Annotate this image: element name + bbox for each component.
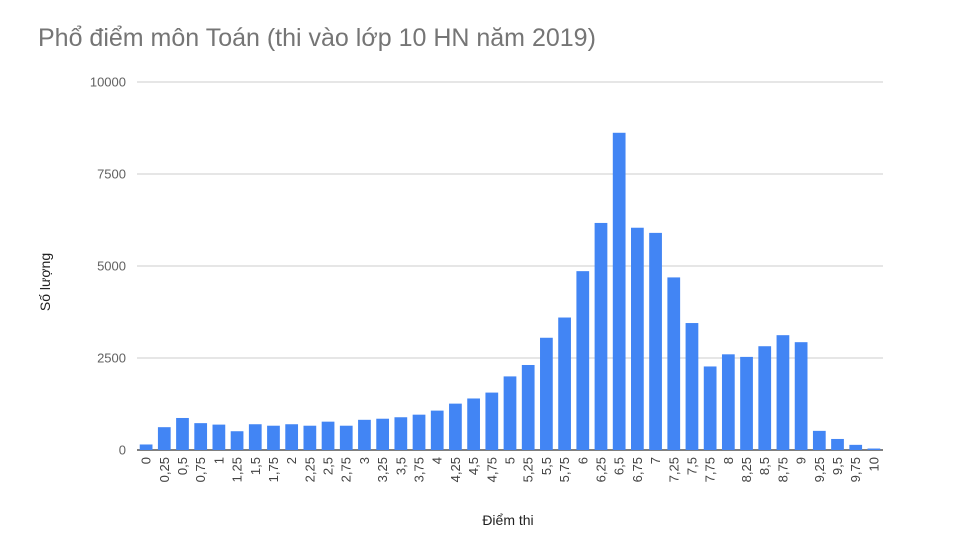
bar [339, 425, 353, 450]
x-tick-label: 2,25 [302, 457, 317, 482]
x-tick-label: 9 [794, 457, 809, 464]
x-tick-label: 8 [721, 457, 736, 464]
x-tick-label: 6,75 [630, 457, 645, 482]
bar [503, 376, 517, 450]
x-tick-label: 0,25 [157, 457, 172, 482]
bar [812, 430, 826, 450]
y-tick-label: 5000 [97, 259, 126, 274]
bar [631, 227, 644, 450]
x-tick-label: 6,25 [593, 457, 608, 482]
bar [831, 438, 844, 450]
bars [139, 132, 881, 450]
bar [449, 403, 462, 450]
x-tick-label: 3 [357, 457, 372, 464]
y-tick-labels: 0 2500 5000 7500 10000 [90, 75, 126, 458]
y-axis-label: Số lượng [37, 253, 53, 311]
bar [321, 421, 335, 450]
x-tick-label: 7,5 [684, 457, 699, 475]
bar [612, 132, 626, 450]
x-tick-label: 2,5 [321, 457, 336, 475]
x-tick-label: 1,75 [266, 457, 281, 482]
bar [721, 354, 735, 450]
x-tick-label: 6 [575, 457, 590, 464]
x-tick-label: 5,5 [539, 457, 554, 475]
x-tick-label: 5,75 [557, 457, 572, 482]
bar [212, 424, 226, 450]
x-tick-label: 8,25 [739, 457, 754, 482]
x-tick-label: 10 [866, 457, 881, 471]
x-tick-label: 6,5 [612, 457, 627, 475]
bar [485, 392, 499, 450]
bar [794, 342, 808, 450]
bar [267, 425, 280, 450]
bar [467, 398, 480, 450]
x-tick-label: 2 [284, 457, 299, 464]
x-tick-label: 4,75 [484, 457, 499, 482]
x-tick-label: 3,75 [412, 457, 427, 482]
bar [703, 366, 717, 450]
x-tick-label: 1,5 [248, 457, 263, 475]
x-tick-label: 4,25 [448, 457, 463, 482]
x-tick-label: 7,75 [703, 457, 718, 482]
chart-title: Phổ điểm môn Toán (thi vào lớp 10 HN năm… [38, 24, 596, 52]
bar [139, 444, 153, 450]
x-tick-label: 5 [503, 457, 518, 464]
y-tick-label: 10000 [90, 75, 126, 90]
bar [230, 431, 244, 450]
bar [285, 424, 299, 450]
bar [776, 335, 790, 450]
x-tick-label: 9,5 [830, 457, 845, 475]
x-tick-label: 3,25 [375, 457, 390, 482]
bar [594, 222, 608, 450]
y-tick-label: 7500 [97, 167, 126, 182]
bar [394, 417, 408, 450]
bar [303, 425, 317, 450]
x-axis-label: Điểm thi [482, 512, 533, 528]
bar [430, 410, 444, 450]
bar [358, 419, 371, 450]
bar [576, 271, 590, 450]
x-tick-label: 5,25 [521, 457, 536, 482]
bar [685, 323, 699, 450]
x-tick-label: 3,5 [393, 457, 408, 475]
x-tick-label: 1,25 [230, 457, 245, 482]
bar [849, 444, 863, 450]
bar [248, 424, 262, 450]
x-tick-label: 1 [211, 457, 226, 464]
bar [376, 418, 390, 450]
bar [176, 417, 189, 450]
bar [667, 277, 681, 450]
x-tick-label: 7 [648, 457, 663, 464]
x-tick-label: 7,25 [666, 457, 681, 482]
bar [740, 356, 753, 450]
y-tick-label: 2500 [97, 351, 126, 366]
x-tick-label: 9,25 [812, 457, 827, 482]
x-tick-label: 9,75 [848, 457, 863, 482]
x-tick-label: 8,5 [757, 457, 772, 475]
bar [540, 337, 553, 450]
y-tick-label: 0 [119, 443, 126, 458]
bar [157, 427, 171, 450]
x-tick-label: 0,5 [175, 457, 190, 475]
x-tick-label: 0,75 [193, 457, 208, 482]
bar [194, 423, 208, 450]
x-tick-label: 2,75 [339, 457, 354, 482]
bar [649, 232, 662, 450]
bar [758, 346, 772, 450]
bar [412, 414, 426, 450]
x-tick-label: 8,75 [775, 457, 790, 482]
x-tick-label: 4 [430, 457, 445, 464]
x-tick-labels: 0 0,25 0,5 0,75 1 1,25 1,5 1,75 2 2,25 2,5 2,75 3 3,2… [139, 457, 882, 482]
bar [558, 317, 571, 450]
x-tick-label: 0 [139, 457, 154, 464]
x-tick-label: 4,5 [466, 457, 481, 475]
bar [521, 364, 535, 450]
bar [867, 448, 881, 450]
